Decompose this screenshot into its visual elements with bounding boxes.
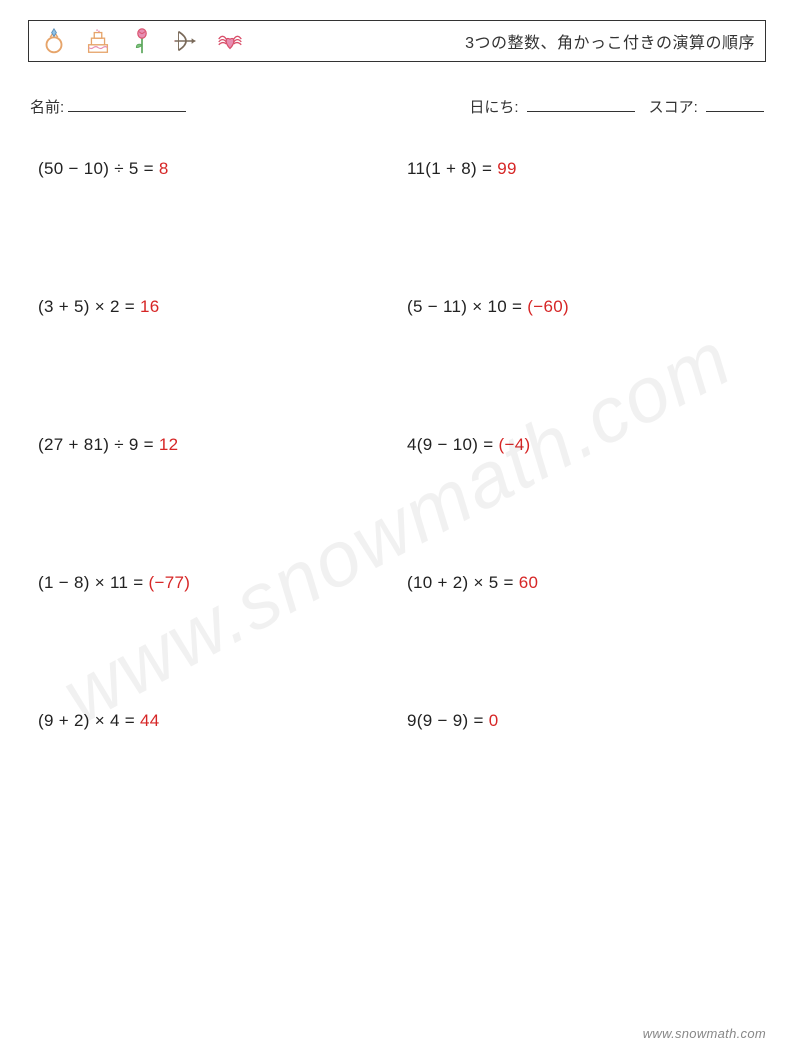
worksheet-title: 3つの整数、角かっこ付きの演算の順序: [465, 29, 755, 53]
header-box: 3つの整数、角かっこ付きの演算の順序: [28, 20, 766, 62]
problem-answer: 44: [140, 711, 160, 730]
problem-item: (27 + 81) ÷ 9 = 12: [38, 435, 387, 455]
cake-icon: [83, 26, 113, 56]
problem-item: (9 + 2) × 4 = 44: [38, 711, 387, 731]
meta-name: 名前:: [30, 96, 186, 117]
name-blank: [68, 96, 186, 112]
meta-date: 日にち:: [469, 96, 634, 117]
problem-question: 4(9 − 10) =: [407, 435, 499, 454]
problem-question: (1 − 8) × 11 =: [38, 573, 149, 592]
bow-arrow-icon: [171, 26, 201, 56]
problem-answer: (−77): [149, 573, 191, 592]
rose-icon: [127, 26, 157, 56]
problem-item: 4(9 − 10) = (−4): [407, 435, 756, 455]
problem-question: (5 − 11) × 10 =: [407, 297, 527, 316]
meta-right: 日にち: スコア:: [469, 96, 764, 117]
footer-link: www.snowmath.com: [643, 1026, 766, 1041]
problem-answer: (−60): [527, 297, 569, 316]
date-blank: [527, 96, 635, 112]
problem-question: (27 + 81) ÷ 9 =: [38, 435, 159, 454]
problem-answer: 12: [159, 435, 179, 454]
problem-question: 9(9 − 9) =: [407, 711, 489, 730]
date-label: 日にち:: [469, 99, 518, 116]
worksheet-page: 3つの整数、角かっこ付きの演算の順序 名前: 日にち: スコア: (50 − 1…: [0, 0, 794, 1053]
problems-grid: (50 − 10) ÷ 5 = 8 11(1 + 8) = 99 (3 + 5)…: [28, 159, 766, 731]
problem-item: 11(1 + 8) = 99: [407, 159, 756, 179]
problem-question: (3 + 5) × 2 =: [38, 297, 140, 316]
problem-item: (1 − 8) × 11 = (−77): [38, 573, 387, 593]
meta-row: 名前: 日にち: スコア:: [28, 96, 766, 117]
ring-icon: [39, 26, 69, 56]
header-icons: [39, 26, 245, 56]
meta-score: スコア:: [649, 96, 764, 117]
problem-answer: 8: [159, 159, 169, 178]
problem-item: 9(9 − 9) = 0: [407, 711, 756, 731]
problem-question: 11(1 + 8) =: [407, 159, 497, 178]
name-label: 名前:: [30, 96, 64, 117]
problem-answer: 99: [497, 159, 517, 178]
winged-heart-icon: [215, 26, 245, 56]
score-blank: [706, 96, 764, 112]
problem-item: (3 + 5) × 2 = 16: [38, 297, 387, 317]
problem-answer: 16: [140, 297, 160, 316]
problem-item: (50 − 10) ÷ 5 = 8: [38, 159, 387, 179]
problem-answer: (−4): [499, 435, 531, 454]
problem-item: (5 − 11) × 10 = (−60): [407, 297, 756, 317]
problem-question: (50 − 10) ÷ 5 =: [38, 159, 159, 178]
problem-answer: 60: [519, 573, 539, 592]
problem-question: (10 + 2) × 5 =: [407, 573, 519, 592]
score-label: スコア:: [649, 99, 698, 116]
problem-item: (10 + 2) × 5 = 60: [407, 573, 756, 593]
problem-question: (9 + 2) × 4 =: [38, 711, 140, 730]
problem-answer: 0: [489, 711, 499, 730]
